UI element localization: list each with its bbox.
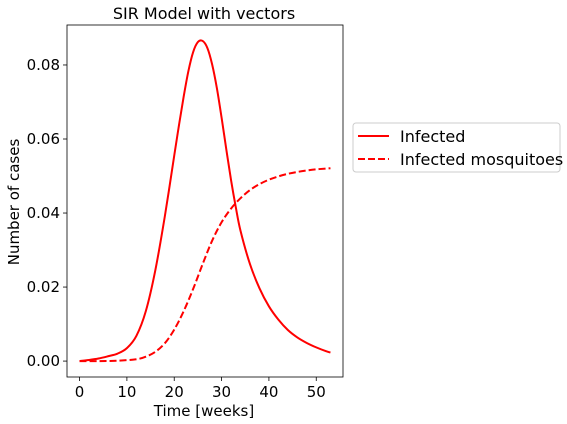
y-tick-label: 0.00	[27, 352, 60, 370]
x-tick-label: 20	[165, 383, 184, 401]
plot-frame	[66, 24, 344, 378]
x-tick-label: 50	[307, 383, 326, 401]
plot-area	[79, 39, 331, 363]
y-tick-label: 0.08	[27, 56, 60, 74]
y-tick-label: 0.04	[27, 204, 60, 222]
x-tick-label: 30	[212, 383, 231, 401]
x-tick-label: 0	[75, 383, 85, 401]
x-tick-label: 10	[117, 383, 136, 401]
legend-label-infected-mosquitoes: Infected mosquitoes	[400, 150, 563, 169]
x-axis-ticks: 0 10 20 30 40 50	[75, 377, 326, 401]
series-layer	[79, 39, 331, 363]
chart-title: SIR Model with vectors	[113, 4, 295, 23]
y-axis-label: Number of cases	[5, 139, 23, 266]
legend-label-infected: Infected	[400, 127, 465, 146]
legend: Infected Infected mosquitoes	[352, 122, 563, 173]
series-line-infected	[79, 39, 331, 363]
legend-frame	[352, 122, 561, 173]
x-axis-label: Time [weeks]	[153, 402, 254, 420]
y-tick-label: 0.02	[27, 278, 60, 296]
x-tick-label: 40	[259, 383, 278, 401]
series-line-infected-mosquitoes	[79, 167, 331, 363]
y-tick-label: 0.06	[27, 130, 60, 148]
y-axis-ticks: 0.00 0.02 0.04 0.06 0.08	[27, 56, 67, 370]
